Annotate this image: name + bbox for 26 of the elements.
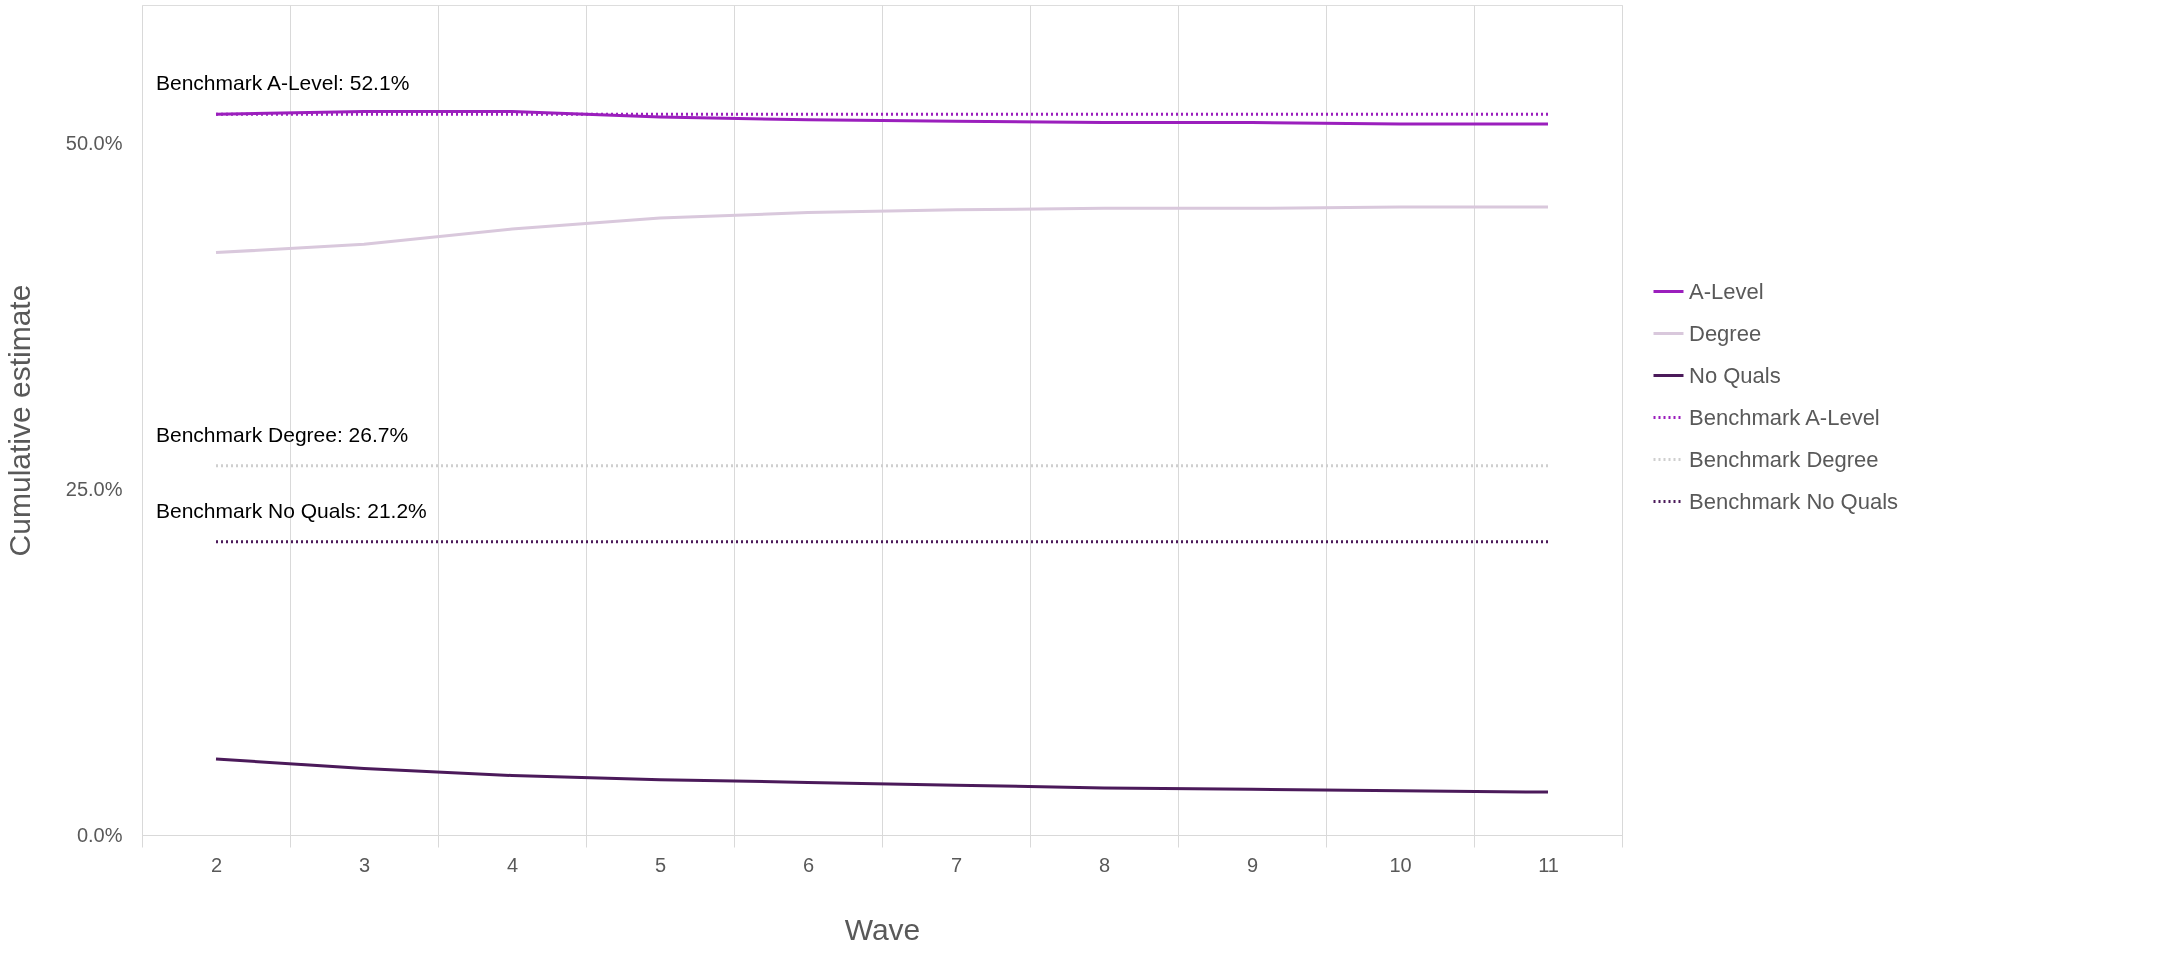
- x-tick-label: 9: [1246, 853, 1259, 876]
- x-tick-label: 3: [358, 853, 371, 876]
- x-tick-label: 5: [654, 853, 667, 876]
- line-series: [214, 757, 1550, 794]
- x-tick-label: 7: [950, 853, 963, 876]
- y-tick-label: 0.0%: [76, 823, 123, 846]
- line-series: [214, 205, 1550, 255]
- x-tick-label: 4: [506, 853, 519, 876]
- annotation: Benchmark Degree: 26.7%: [156, 422, 409, 446]
- annotation: Benchmark No Quals: 21.2%: [156, 498, 427, 522]
- x-tick-label: 2: [210, 853, 223, 876]
- legend-label: No Quals: [1689, 362, 1781, 388]
- legend-label: Benchmark No Quals: [1689, 488, 1899, 514]
- legend-label: A-Level: [1689, 278, 1764, 304]
- legend-label: Degree: [1689, 320, 1762, 346]
- y-tick-label: 25.0%: [65, 477, 123, 500]
- x-tick-label: 11: [1538, 853, 1559, 876]
- x-axis-title: Wave: [844, 912, 921, 946]
- legend-label: Benchmark Degree: [1689, 446, 1879, 472]
- x-tick-label: 8: [1098, 853, 1111, 876]
- annotation: Benchmark A-Level: 52.1%: [156, 71, 410, 95]
- y-axis-title: Cumulative estimate: [2, 284, 36, 557]
- x-tick-label: 10: [1389, 853, 1412, 876]
- legend-label: Benchmark A-Level: [1689, 404, 1880, 430]
- y-tick-label: 50.0%: [65, 131, 123, 154]
- x-tick-label: 6: [802, 853, 815, 876]
